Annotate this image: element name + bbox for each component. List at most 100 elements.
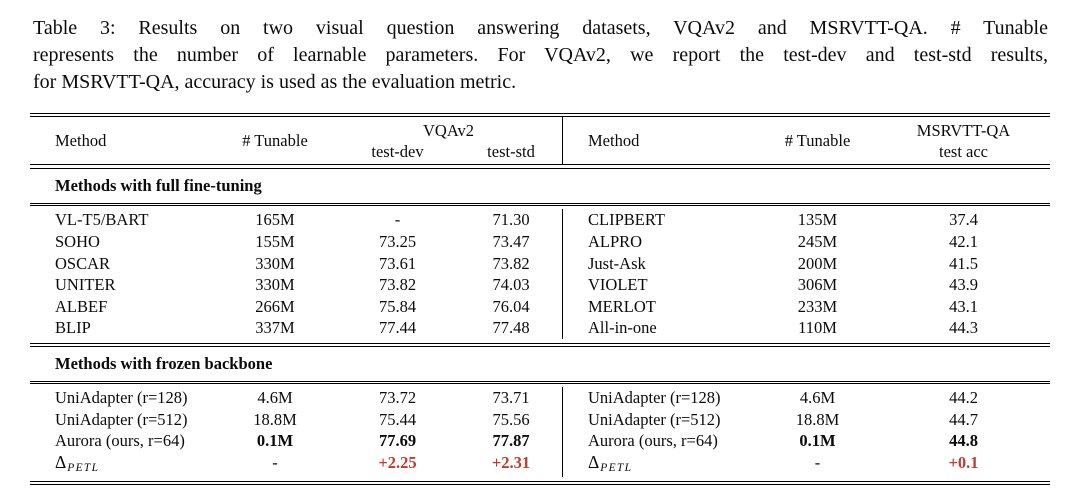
- tunable-cell: 18.8M: [795, 409, 840, 429]
- group-header-vqav2-title: VQAv2: [422, 120, 475, 140]
- delta-subscript: PETL: [67, 461, 100, 474]
- results-table: Method # Tunable VQAv2 test-dev test-std…: [30, 113, 1050, 485]
- method-cell: UniAdapter (r=128): [588, 388, 721, 408]
- method-cell: VIOLET: [588, 275, 648, 295]
- std-cell: 74.03: [492, 275, 530, 295]
- method-cell: UniAdapter (r=512): [55, 409, 188, 429]
- table-row: BLIP 337M 77.44 77.48: [30, 317, 562, 339]
- tunable-cell: 337M: [255, 318, 295, 338]
- dev-cell: 73.25: [378, 231, 417, 251]
- table-row: ALPRO 245M 42.1: [563, 231, 1050, 253]
- tunable-cell: -: [272, 452, 278, 472]
- right-rows-group: CLIPBERT 135M 37.4 ALPRO 245M 42.1 Just-Ask 200…: [562, 209, 1050, 339]
- tunable-cell: 4.6M: [799, 388, 836, 408]
- tunable-cell: 155M: [255, 231, 295, 251]
- tunable-cell: 330M: [255, 275, 295, 295]
- left-rows-group: VL-T5/BART 165M -71.30 SOHO 155M 73.25 73.47 OS…: [30, 209, 562, 339]
- caption-line: Table 3: Results on two visual question …: [33, 17, 1048, 39]
- acc-cell: 44.8: [949, 431, 978, 451]
- method-cell: BLIP: [55, 318, 91, 338]
- dev-cell: 73.61: [378, 253, 417, 273]
- table-rule-bottom: [30, 480, 1050, 485]
- col-header-tunable-right: # Tunable: [784, 130, 851, 150]
- table-row: CLIPBERT 135M 37.4: [563, 209, 1050, 231]
- table-row: UniAdapter (r=128) 4.6M 73.72 73.71: [30, 387, 562, 409]
- table-row: Aurora (ours, r=64) 0.1M 44.8: [563, 430, 1050, 452]
- std-cell: 75.56: [492, 409, 530, 429]
- col-header-tunable-left: # Tunable: [242, 130, 308, 150]
- table-row: UniAdapter (r=512) 18.8M 44.7: [563, 409, 1050, 431]
- dev-cell: +2.25: [378, 452, 417, 472]
- table-row: OSCAR 330M 73.61 73.82: [30, 253, 562, 275]
- table-rule: [30, 164, 1050, 169]
- dev-cell: 75.84: [378, 296, 417, 316]
- section-body-frozen-backbone: UniAdapter (r=128) 4.6M 73.72 73.71 UniAdapt…: [30, 384, 1050, 480]
- tunable-cell: 18.8M: [253, 409, 297, 429]
- table-row: MERLOT 233M 43.1: [563, 296, 1050, 318]
- dev-cell: 73.82: [378, 275, 417, 295]
- acc-cell: +0.1: [948, 452, 979, 472]
- tunable-cell: 0.1M: [799, 431, 836, 451]
- tunable-cell: 330M: [255, 253, 295, 273]
- dev-cell: 77.44: [378, 318, 417, 338]
- dev-cell: 75.44: [378, 409, 417, 429]
- delta-subscript: PETL: [600, 461, 633, 474]
- subcol-header-test-dev: test-dev: [371, 141, 424, 161]
- acc-cell: 42.1: [949, 231, 978, 251]
- acc-cell: 43.1: [949, 296, 978, 316]
- std-cell: 76.04: [492, 296, 530, 316]
- caption-line: for MSRVTT-QA, accuracy is used as the e…: [33, 71, 517, 93]
- dev-cell: -: [394, 210, 401, 230]
- tunable-cell: 233M: [797, 296, 838, 316]
- section-body-full-finetuning: VL-T5/BART 165M -71.30 SOHO 155M 73.25 73.47 OS…: [30, 206, 1050, 343]
- right-rows-group: UniAdapter (r=128) 4.6M 44.2 UniAdapter (r=…: [562, 387, 1050, 477]
- method-cell: ΔPETL: [30, 452, 215, 477]
- method-cell: MERLOT: [588, 296, 656, 316]
- vqav2-subheaders: test-dev test-std: [335, 141, 562, 162]
- method-cell: CLIPBERT: [588, 210, 665, 230]
- table-row: UNITER 330M 73.82 74.03: [30, 274, 562, 296]
- table-row: All-in-one 110M 44.3: [563, 317, 1050, 339]
- std-cell: 73.71: [492, 388, 530, 408]
- method-cell: UniAdapter (r=512): [588, 409, 721, 429]
- table-row: UniAdapter (r=128) 4.6M 44.2: [563, 387, 1050, 409]
- dev-cell: 73.72: [378, 388, 417, 408]
- method-cell: UniAdapter (r=128): [55, 388, 188, 408]
- table-row: ΔPETL - +2.25 +2.31: [30, 452, 562, 477]
- table-row: VL-T5/BART 165M - 71.30: [30, 209, 562, 231]
- acc-cell: 44.7: [949, 409, 978, 429]
- section-header-full-finetuning: Methods with full fine-tuning: [55, 175, 262, 195]
- std-cell: +2.31: [491, 452, 531, 472]
- table-row: ALBEF 266M 75.84 76.04: [30, 296, 562, 318]
- tunable-cell: 200M: [797, 253, 838, 273]
- method-cell: Just-Ask: [588, 253, 646, 273]
- table-row: ΔPETL - +0.1: [563, 452, 1050, 477]
- group-header-vqav2: VQAv2 test-dev test-std: [335, 117, 562, 164]
- table-row: Aurora (ours, r=64) 0.1M 77.69 77.87: [30, 430, 562, 452]
- group-header-msrvtt-title: MSRVTT-QA: [916, 120, 1011, 140]
- std-cell: 73.47: [492, 231, 530, 251]
- table-header-row: Method # Tunable VQAv2 test-dev test-std…: [30, 117, 1050, 165]
- table-rule: [30, 202, 1050, 207]
- table-row: UniAdapter (r=512) 18.8M 75.44 75.56: [30, 409, 562, 431]
- acc-cell: 41.5: [949, 253, 978, 273]
- method-cell: ΔPETL: [563, 452, 758, 477]
- tunable-cell: 245M: [797, 231, 838, 251]
- left-rows-group: UniAdapter (r=128) 4.6M 73.72 73.71 UniAdapt…: [30, 387, 562, 476]
- header-right-panel: Method # Tunable MSRVTT-QA test acc: [562, 117, 1050, 165]
- tunable-cell: 110M: [798, 318, 837, 338]
- tunable-cell: 135M: [797, 210, 838, 230]
- delta-symbol: Δ: [588, 451, 600, 472]
- std-cell: 71.30: [492, 210, 530, 230]
- std-cell: 77.87: [492, 431, 530, 451]
- delta-symbol: Δ: [55, 451, 67, 472]
- table-row: VIOLET 306M 43.9: [563, 274, 1050, 296]
- acc-cell: 37.4: [949, 210, 978, 230]
- table-rule: [30, 342, 1050, 347]
- tunable-cell: 306M: [797, 275, 838, 295]
- std-cell: 73.82: [492, 253, 530, 273]
- acc-cell: 44.2: [949, 388, 978, 408]
- table-rule: [30, 380, 1050, 385]
- col-header-method-right: Method: [588, 130, 640, 150]
- table-row: SOHO 155M 73.25 73.47: [30, 231, 562, 253]
